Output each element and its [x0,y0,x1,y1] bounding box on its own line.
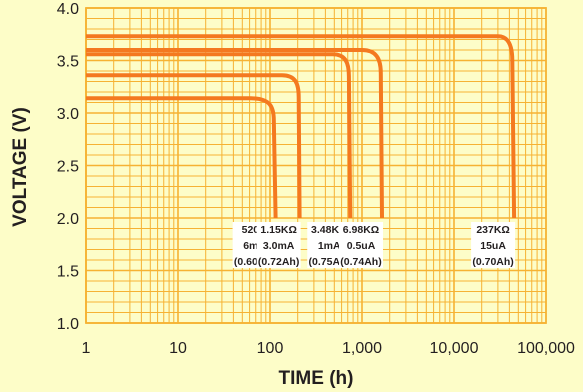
x-axis-ticks: 1 10 100 1,000 10,000 100,000 [82,340,575,357]
discharge-curve-2 [86,73,302,219]
discharge-curve-1 [86,96,278,219]
annotation-text: 1mA [318,240,341,252]
annotation-text: 0.5uA [347,240,376,252]
plot-border [85,7,547,324]
annotation-text: 6.98KΩ [343,224,379,236]
y-tick-label: 3.5 [57,54,79,71]
y-axis-title: VOLTAGE (V) [10,107,31,227]
annotation-box-2 [256,222,301,268]
y-tick-label: 1.5 [57,264,79,281]
annotation-text: 15uA [480,240,506,252]
annotation-box-4 [339,222,384,268]
annotation-text: 3.48KΩ [311,224,347,236]
annotation-text: (0.74Ah) [340,256,381,268]
discharge-curve-5 [86,34,517,219]
annotation-text: 237KΩ [476,224,510,236]
y-tick-label: 2.0 [57,211,79,228]
plot-area-frame [85,7,547,324]
discharge-curve-4 [86,48,384,219]
discharge-curve-3 [86,52,353,219]
curve-annotations: 520Ω6mA(0.60Ah)1.15KΩ3.0mA(0.72Ah)3.48KΩ… [232,222,516,268]
annotation-box-5 [471,222,516,268]
gridlines [85,7,546,324]
y-tick-label: 2.5 [57,159,79,176]
discharge-curves [86,34,517,219]
x-tick-label: 10,000 [430,340,479,357]
y-tick-label: 3.0 [57,106,79,123]
annotation-text: 3.0mA [263,240,295,252]
annotation-text: 1.15KΩ [260,224,296,236]
x-axis-title: TIME (h) [279,368,354,389]
x-tick-label: 100 [257,340,284,357]
x-tick-label: 1,000 [342,340,382,357]
annotation-text: (0.70Ah) [472,256,513,268]
x-tick-label: 100,000 [517,340,575,357]
y-tick-label: 4.0 [57,1,79,18]
annotation-text: (0.72Ah) [258,256,299,268]
x-tick-label: 1 [82,340,91,357]
y-tick-label: 1.0 [57,316,79,333]
x-tick-label: 10 [169,340,187,357]
y-axis-ticks: 1.0 1.5 2.0 2.5 3.0 3.5 4.0 [57,1,79,333]
